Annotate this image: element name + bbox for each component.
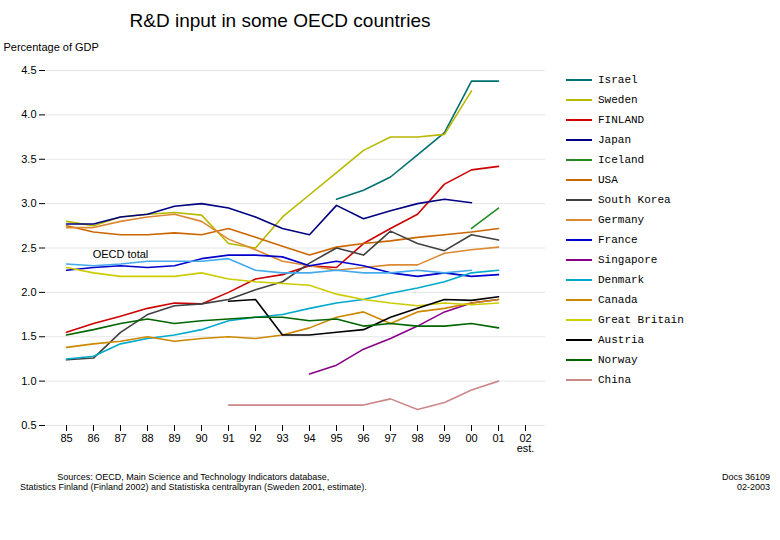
svg-text:98: 98	[411, 432, 423, 444]
svg-text:93: 93	[276, 432, 288, 444]
html-text:Japan: Japan	[598, 134, 631, 146]
svg-text:95: 95	[330, 432, 342, 444]
html-text:Germany: Germany	[598, 214, 645, 226]
html-text:France: France	[598, 234, 638, 246]
html-text:USA: USA	[598, 174, 618, 186]
svg-text:est.: est.	[517, 442, 535, 454]
svg-text:1.5: 1.5	[21, 330, 36, 342]
svg-text:01: 01	[492, 432, 504, 444]
html-text:Great Britain: Great Britain	[598, 314, 684, 326]
html-text:Israel: Israel	[598, 74, 638, 86]
svg-text:85: 85	[60, 432, 72, 444]
svg-text:4.5: 4.5	[21, 64, 36, 76]
svg-text:00: 00	[465, 432, 477, 444]
svg-text:0.5: 0.5	[21, 419, 36, 431]
html-text:South Korea: South Korea	[598, 194, 671, 206]
html-text:FINLAND: FINLAND	[598, 114, 645, 126]
html-text:Sources: OECD, Main Science an: Sources: OECD, Main Science and Technolo…	[20, 472, 367, 492]
svg-text:99: 99	[438, 432, 450, 444]
svg-text:90: 90	[195, 432, 207, 444]
svg-text:Percentage of GDP: Percentage of GDP	[4, 41, 99, 53]
html-text:Iceland: Iceland	[598, 154, 645, 166]
html-text:Canada: Canada	[598, 294, 638, 306]
html-text:Norway: Norway	[598, 354, 638, 366]
svg-text:88: 88	[141, 432, 153, 444]
svg-text:4.0: 4.0	[21, 108, 36, 120]
svg-text:3.0: 3.0	[21, 197, 36, 209]
svg-text:1.0: 1.0	[21, 375, 36, 387]
html-text:Denmark: Denmark	[598, 274, 645, 286]
svg-text:87: 87	[114, 432, 126, 444]
html-text:Austria: Austria	[598, 334, 645, 346]
html-text:Singapore: Singapore	[598, 254, 658, 266]
html-text:R&D input in some OECD countri: R&D input in some OECD countries	[129, 10, 431, 31]
svg-text:92: 92	[249, 432, 261, 444]
svg-text:97: 97	[384, 432, 396, 444]
html-text:China: China	[598, 374, 631, 386]
svg-text:OECD total: OECD total	[93, 247, 149, 259]
svg-text:91: 91	[222, 432, 234, 444]
svg-text:86: 86	[87, 432, 99, 444]
html-text:Docs 36109 02-2003: Docs 36109 02-2003	[722, 472, 770, 492]
svg-text:94: 94	[303, 432, 315, 444]
html-text:Sweden: Sweden	[598, 94, 638, 106]
svg-text:2.0: 2.0	[21, 286, 36, 298]
svg-text:3.5: 3.5	[21, 153, 36, 165]
svg-text:2.5: 2.5	[21, 242, 36, 254]
svg-text:02: 02	[519, 432, 532, 445]
svg-text:96: 96	[357, 432, 369, 444]
svg-text:89: 89	[168, 432, 180, 444]
